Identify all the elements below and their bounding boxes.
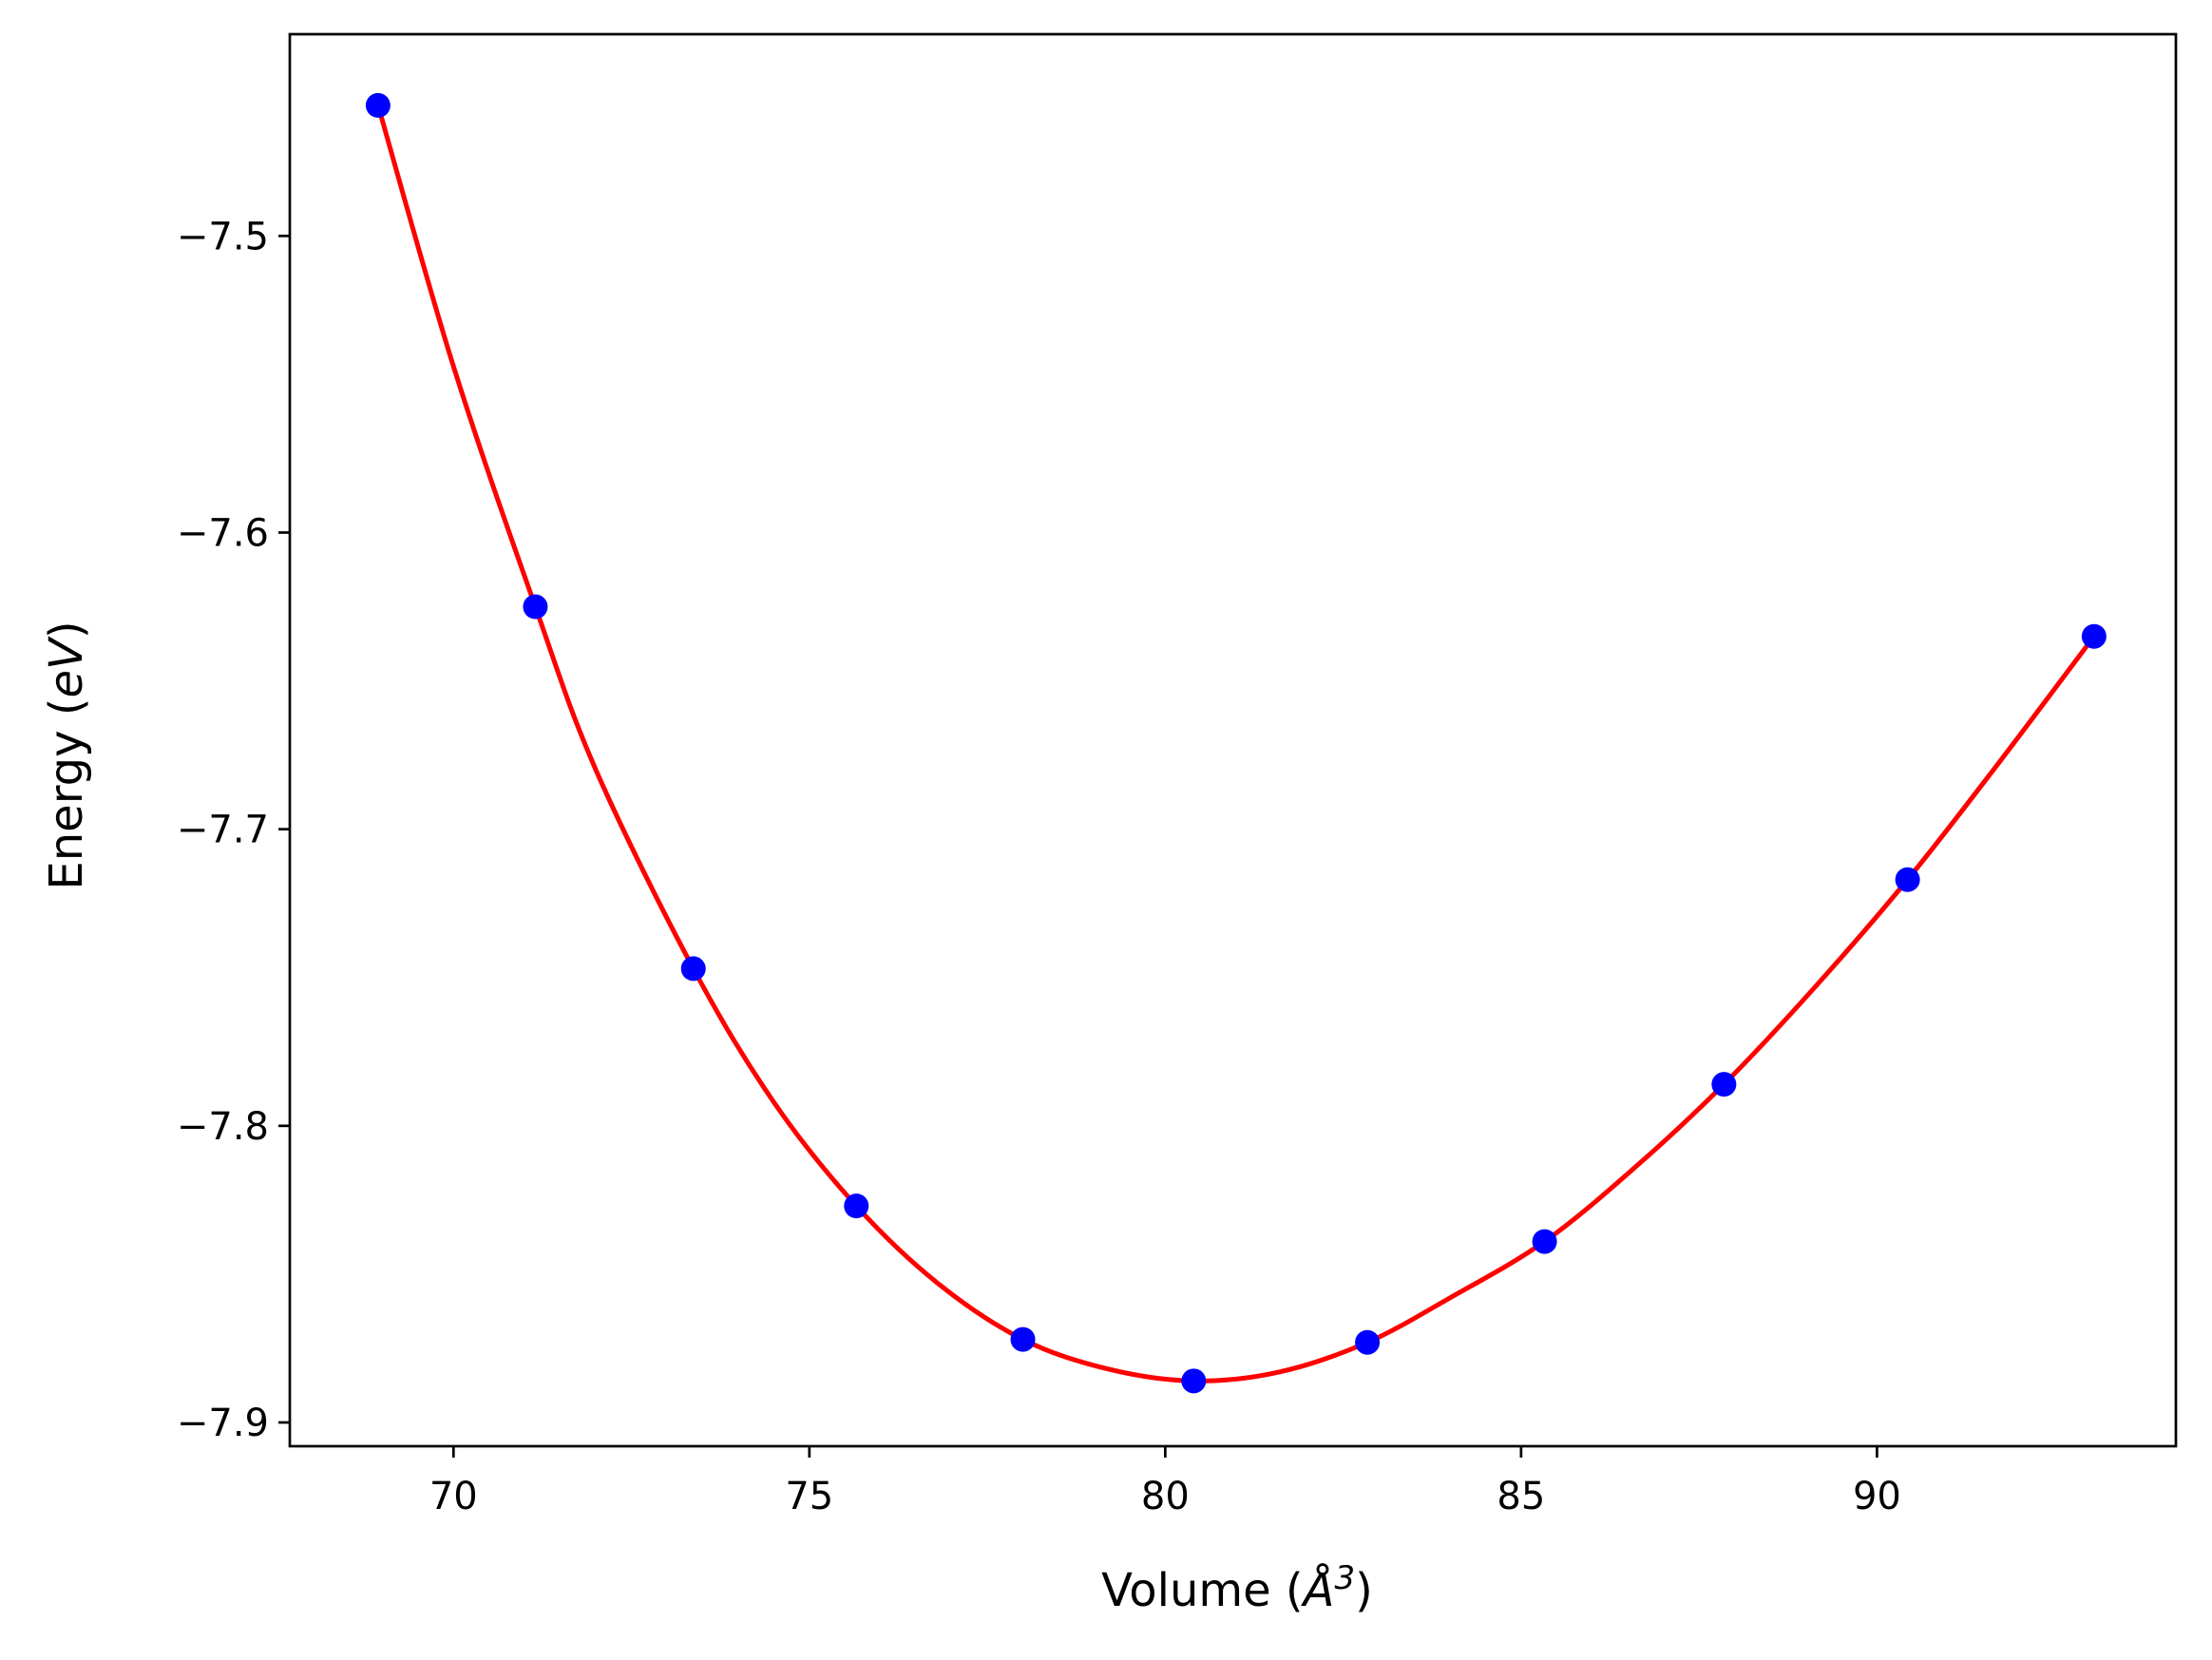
y-axis-label: Energy (eV) xyxy=(40,620,93,889)
fit-curve xyxy=(375,105,2096,1383)
axes-frame xyxy=(288,32,2178,1448)
x-tick-label: 75 xyxy=(785,1475,833,1518)
data-point xyxy=(1532,1229,1557,1254)
data-point xyxy=(365,92,391,118)
x-axis-label: Volume (Å3) xyxy=(1101,1559,1373,1617)
data-point xyxy=(680,956,706,982)
data-point xyxy=(844,1193,869,1219)
data-point xyxy=(1181,1368,1207,1394)
data-point xyxy=(1895,867,1920,892)
data-point xyxy=(1711,1072,1737,1097)
x-tick-label: 70 xyxy=(429,1475,478,1518)
plot-area xyxy=(365,92,2107,1394)
y-tick-label: −7.5 xyxy=(177,215,269,258)
data-point xyxy=(2081,623,2107,649)
y-tick-label: −7.9 xyxy=(177,1402,269,1445)
y-tick-label: −7.6 xyxy=(177,511,269,555)
data-point xyxy=(523,594,548,620)
x-tick-label: 90 xyxy=(1853,1475,1901,1518)
x-tick-label: 85 xyxy=(1497,1475,1545,1518)
x-axis-ticks: 70 75 80 85 90 xyxy=(429,1446,1901,1518)
y-tick-label: −7.8 xyxy=(177,1105,269,1149)
y-tick-label: −7.7 xyxy=(177,809,269,852)
data-point xyxy=(1355,1329,1381,1355)
axes-spines xyxy=(288,32,2178,1448)
y-axis-ticks: −7.5 −7.6 −7.7 −7.8 −7.9 xyxy=(177,215,290,1445)
data-point xyxy=(1010,1326,1036,1352)
x-tick-label: 80 xyxy=(1141,1475,1190,1518)
